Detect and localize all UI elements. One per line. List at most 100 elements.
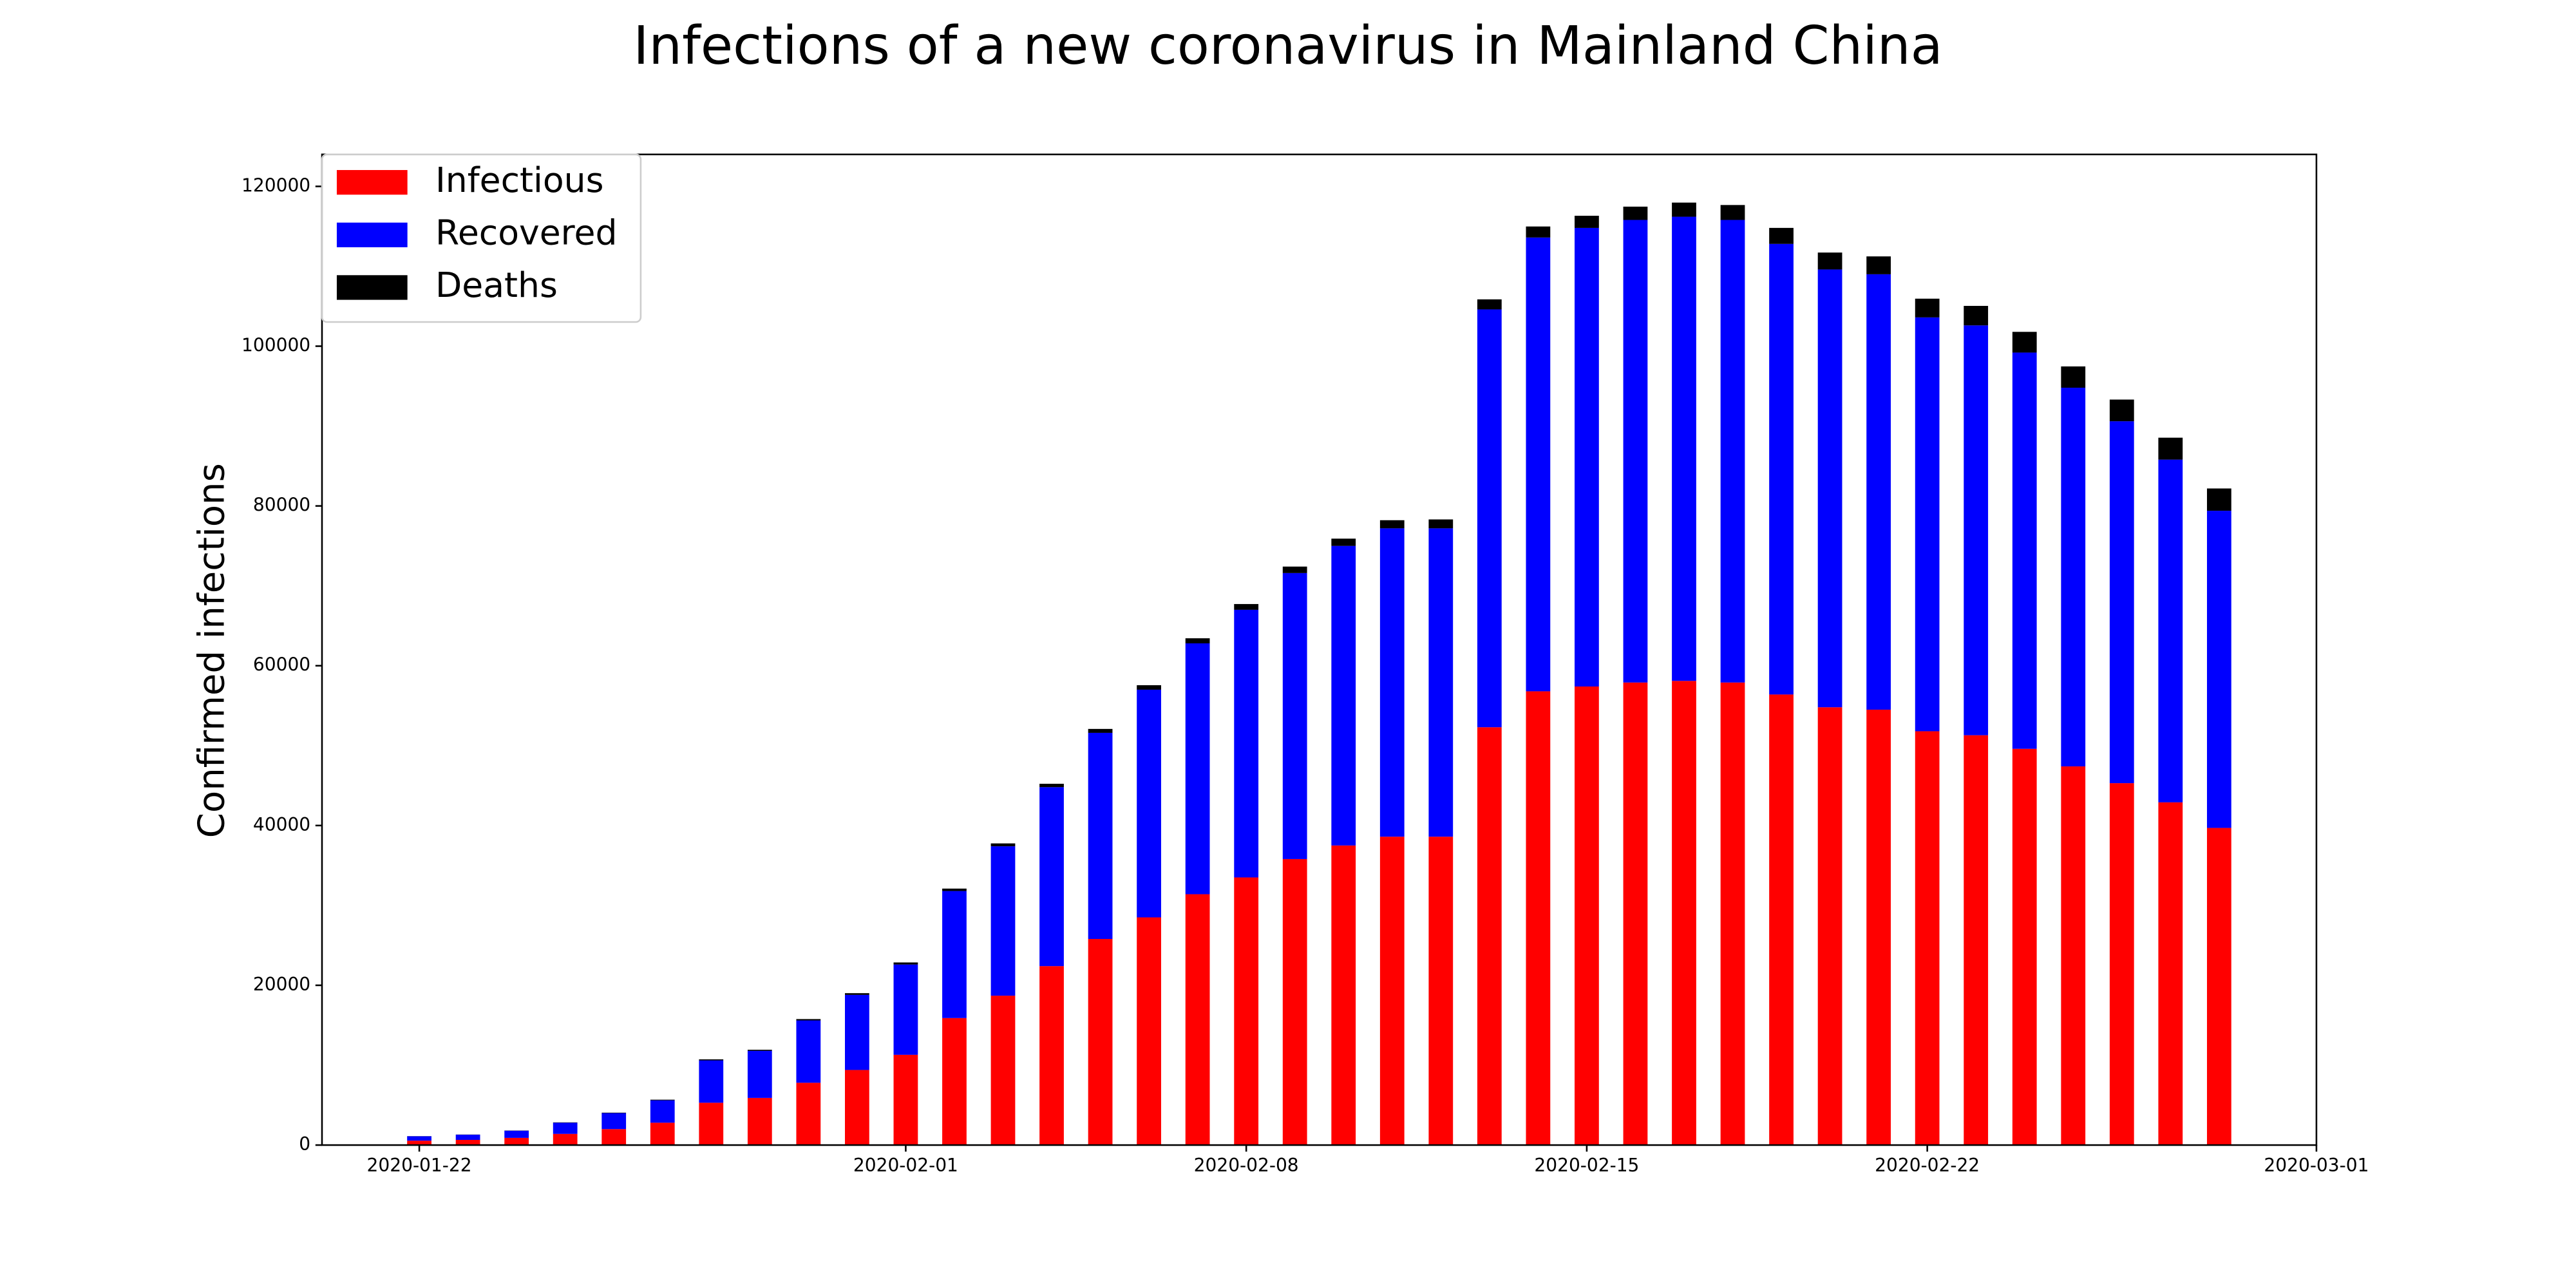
y-tick-label: 40000 — [253, 814, 310, 835]
bar-segment — [1477, 309, 1502, 728]
legend-label: Recovered — [435, 212, 617, 252]
bar-segment — [1769, 243, 1794, 695]
bar-segment — [893, 964, 918, 1055]
bar-segment — [1720, 205, 1745, 220]
bar-segment — [1137, 917, 1161, 1146]
bar-segment — [1282, 858, 1307, 1146]
bar-segment — [942, 888, 967, 891]
bar-segment — [1623, 682, 1648, 1146]
bar-segment — [1817, 707, 1842, 1146]
bar-segment — [699, 1059, 724, 1061]
x-tick-label: 2020-02-01 — [853, 1155, 958, 1176]
bar-segment — [650, 1122, 675, 1146]
bar-segment — [845, 1070, 869, 1146]
bar-segment — [1915, 298, 1940, 317]
bar-segment — [2061, 766, 2086, 1146]
bar-segment — [1185, 643, 1210, 895]
bar-segment — [1672, 681, 1696, 1146]
bar-segment — [699, 1060, 724, 1103]
legend-label: Infectious — [435, 160, 604, 200]
bar-segment — [1575, 686, 1599, 1146]
x-tick-label: 2020-02-22 — [1875, 1155, 1980, 1176]
bar-segment — [2158, 802, 2183, 1146]
x-tick-label: 2020-02-08 — [1194, 1155, 1299, 1176]
bar-segment — [1282, 573, 1307, 859]
bar-segment — [845, 994, 869, 1070]
bar-segment — [1672, 216, 1696, 681]
bar-segment — [1769, 694, 1794, 1146]
bar-segment — [1185, 894, 1210, 1146]
bar-segment — [990, 843, 1016, 847]
bar-segment — [1234, 877, 1259, 1146]
bar-segment — [553, 1122, 578, 1123]
bar-segment — [455, 1134, 480, 1140]
bar-segment — [1720, 220, 1745, 683]
bar-segment — [1817, 252, 1842, 270]
bar-segment — [1526, 226, 1551, 238]
bar-segment — [699, 1103, 724, 1146]
bar-segment — [650, 1100, 675, 1123]
bar-segment — [2206, 511, 2231, 828]
bar-segment — [1672, 202, 1696, 217]
bar-segment — [1039, 787, 1064, 967]
y-tick-label: 20000 — [253, 974, 310, 995]
bar-segment — [1915, 317, 1940, 732]
bar-segment — [1720, 682, 1745, 1146]
bar-segment — [1964, 735, 1989, 1146]
y-tick-label: 0 — [299, 1133, 310, 1155]
bar-segment — [1088, 939, 1113, 1146]
bar-segment — [1623, 206, 1648, 220]
bar-segment — [2158, 437, 2183, 460]
bar-segment — [1379, 520, 1405, 529]
bar-segment — [893, 1054, 918, 1146]
x-tick-label: 2020-03-01 — [2264, 1155, 2369, 1176]
legend-label: Deaths — [435, 265, 558, 305]
bar-segment — [1428, 519, 1454, 529]
bar-segment — [1331, 538, 1356, 546]
bar-segment — [1039, 784, 1064, 788]
x-tick-label: 2020-02-15 — [1534, 1155, 1639, 1176]
bar-segment — [1526, 237, 1551, 692]
bar-segment — [1088, 732, 1113, 940]
bar-segment — [1379, 528, 1405, 837]
bar-segment — [2109, 421, 2134, 784]
bar-segment — [1185, 638, 1210, 644]
chart-title: Infections of a new coronavirus in Mainl… — [633, 15, 1942, 77]
bar-segment — [1575, 216, 1599, 228]
bar-segment — [407, 1136, 431, 1141]
bar-segment — [2012, 748, 2037, 1146]
bar-segment — [2158, 459, 2183, 802]
bar-segment — [504, 1137, 529, 1146]
bar-segment — [1769, 227, 1794, 244]
bar-segment — [1964, 305, 1989, 326]
bar-segment — [1526, 691, 1551, 1146]
bar-segment — [1964, 325, 1989, 735]
bar-segment — [2206, 488, 2231, 511]
y-tick-label: 60000 — [253, 654, 310, 676]
bar-segment — [1866, 274, 1891, 710]
legend-swatch — [336, 222, 408, 247]
bar-segment — [2109, 783, 2134, 1146]
bar-segment — [2012, 332, 2037, 353]
bar-segment — [1817, 269, 1842, 708]
bar-segment — [1623, 220, 1648, 683]
y-axis-label: Confirmed infections — [191, 463, 232, 838]
bar-segment — [1137, 689, 1161, 918]
bar-segment — [1088, 728, 1113, 733]
bar-segment — [796, 1019, 821, 1021]
bar-segment — [1282, 566, 1307, 573]
bar-segment — [942, 891, 967, 1018]
bar-segment — [747, 1097, 772, 1146]
bar-segment — [796, 1020, 821, 1083]
bar-segment — [747, 1050, 772, 1098]
y-tick-label: 80000 — [253, 495, 310, 516]
bar-segment — [747, 1050, 772, 1051]
bar-segment — [990, 996, 1016, 1146]
legend-swatch — [336, 275, 408, 300]
bar-segment — [1428, 837, 1454, 1146]
y-tick-label: 120000 — [242, 175, 310, 196]
bar-segment — [1234, 603, 1259, 610]
bar-segment — [942, 1018, 967, 1146]
bar-segment — [2109, 399, 2134, 422]
